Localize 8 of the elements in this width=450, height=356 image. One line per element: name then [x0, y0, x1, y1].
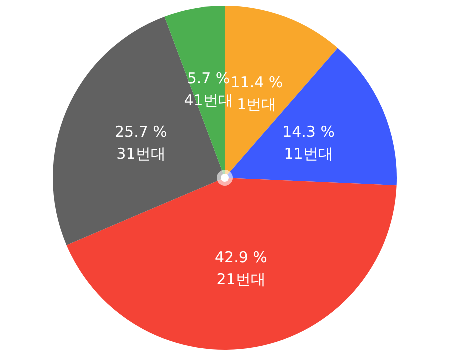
slice-label: 11번대: [284, 145, 334, 164]
data-label: 11.4 %: [230, 74, 284, 92]
data-label: 42.9 %: [215, 248, 268, 267]
slice-label: 1번대: [237, 96, 277, 114]
slice-label: 31번대: [116, 145, 166, 164]
data-label: 14.3 %: [282, 123, 335, 142]
slice-label: 21번대: [216, 270, 266, 289]
data-label: 25.7 %: [115, 123, 168, 142]
